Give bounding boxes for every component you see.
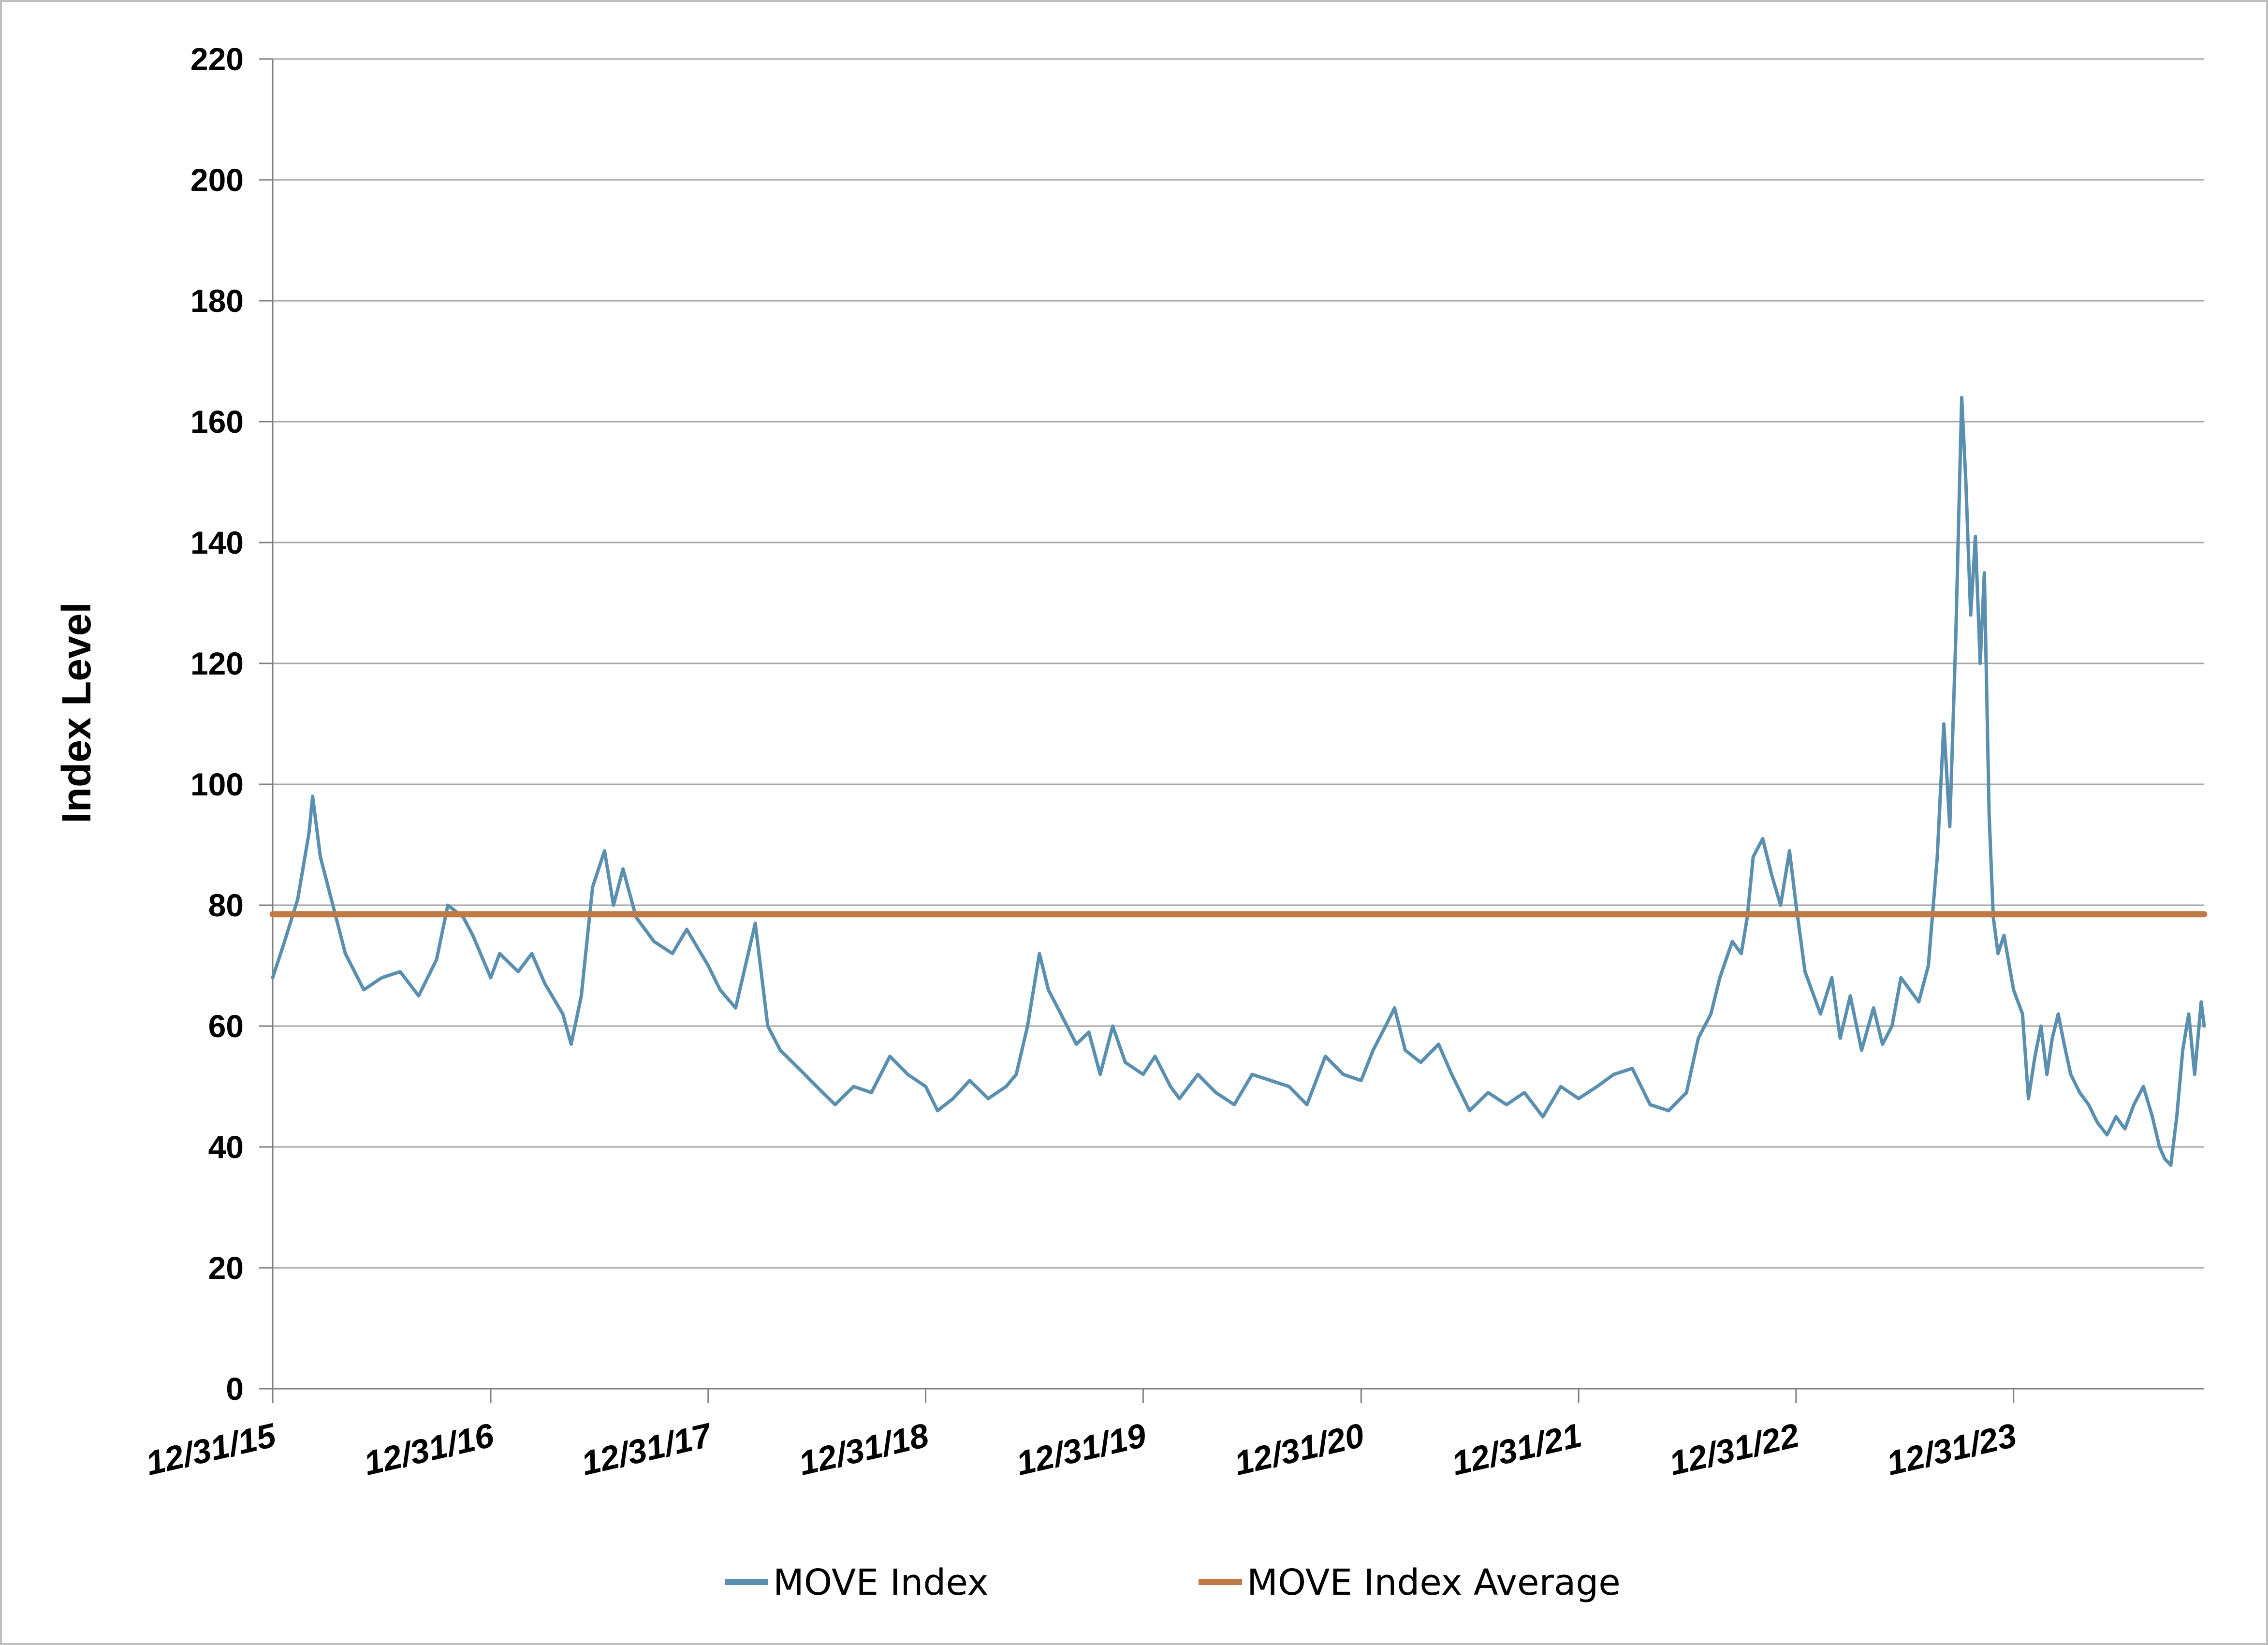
x-tick-label: 12/31/17 — [578, 1416, 716, 1483]
y-tick-label: 60 — [208, 1008, 244, 1044]
x-tick-label: 12/31/16 — [360, 1416, 497, 1483]
axes — [259, 58, 2204, 1403]
x-tick-label: 12/31/18 — [795, 1416, 932, 1483]
y-tick-label: 40 — [208, 1129, 244, 1165]
x-tick-labels: 12/31/15 12/31/16 12/31/17 12/31/18 12/31/19… — [142, 1416, 2020, 1483]
legend-label-move-index-average: MOVE Index Average — [1247, 1562, 1621, 1603]
x-tick-label: 12/31/19 — [1013, 1416, 1150, 1483]
y-tick-label: 200 — [190, 162, 244, 198]
series-layer — [269, 396, 2208, 1167]
y-tick-label: 20 — [208, 1250, 244, 1286]
x-tick-label: 12/31/15 — [142, 1416, 279, 1483]
x-tick-label: 12/31/23 — [1883, 1416, 2020, 1483]
gridlines — [273, 58, 2204, 1269]
y-tick-label: 160 — [190, 404, 244, 440]
y-tick-label: 140 — [190, 525, 244, 560]
y-tick-label: 220 — [190, 41, 244, 77]
y-tick-label: 80 — [208, 887, 244, 923]
x-tick-label: 12/31/22 — [1666, 1416, 1802, 1483]
y-tick-labels: 0 20 40 60 80 100 120 140 160 180 200 220 — [190, 41, 244, 1407]
x-tick-label: 12/31/21 — [1448, 1416, 1585, 1483]
legend-label-move-index: MOVE Index — [773, 1562, 988, 1603]
y-tick-label: 0 — [226, 1371, 244, 1407]
y-tick-label: 180 — [190, 283, 244, 319]
y-tick-label: 100 — [190, 766, 244, 802]
legend: MOVE Index MOVE Index Average — [725, 1562, 1621, 1603]
series-line-move-index — [271, 396, 2206, 1167]
y-tick-label: 120 — [190, 646, 244, 681]
x-tick-label: 12/31/20 — [1231, 1416, 1368, 1483]
y-axis-title: Index Level — [54, 602, 99, 823]
